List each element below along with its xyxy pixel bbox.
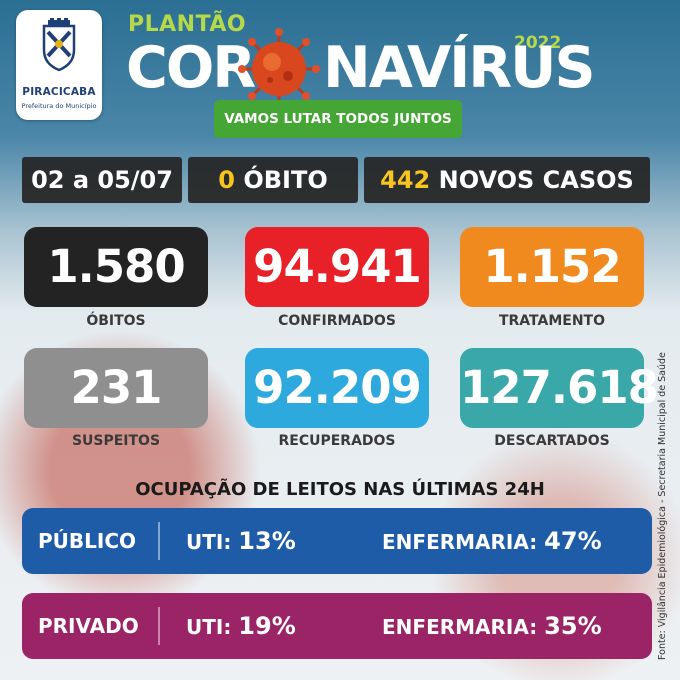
stat-box-recuperados: 92.209	[245, 348, 429, 428]
occupancy-row-label: PRIVADO	[38, 614, 139, 638]
occupancy-row-label: PÚBLICO	[38, 529, 137, 553]
occupancy-title: OCUPAÇÃO DE LEITOS NAS ÚLTIMAS 24H	[135, 479, 545, 500]
header-title-left: COR	[126, 35, 256, 101]
header-year: 2022	[514, 33, 562, 53]
stat-box-descartados: 127.618	[460, 348, 659, 428]
divider	[158, 522, 160, 560]
deaths-strip: 0 ÓBITO	[188, 157, 358, 203]
new-cases-value: 442	[380, 166, 431, 194]
uti-value: 19%	[238, 612, 296, 640]
new-cases-label: NOVOS CASOS	[438, 166, 634, 194]
stat-box-confirmados: 94.941	[245, 227, 429, 307]
uti-label: UTI:	[186, 615, 232, 639]
stat-label-obitos: ÓBITOS	[86, 313, 146, 329]
stat-label-confirmados: CONFIRMADOS	[278, 313, 396, 329]
stat-label-suspeitos: SUSPEITOS	[71, 433, 161, 449]
new-cases-strip: 442 NOVOS CASOS	[364, 157, 650, 203]
deaths-value: 0	[218, 166, 235, 194]
enfermaria-label: ENFERMARIA:	[382, 615, 538, 639]
slogan-banner: VAMOS LUTAR TODOS JUNTOS	[214, 100, 462, 138]
stat-box-suspeitos: 231	[24, 348, 208, 428]
virus-icon	[238, 28, 320, 110]
enfermaria-value: 35%	[544, 612, 602, 640]
logo-subtitle: Prefeitura do Município	[21, 102, 97, 110]
period-text: 02 a 05/07	[31, 166, 173, 194]
uti-value: 13%	[238, 527, 296, 555]
period-strip: 02 a 05/07	[22, 157, 182, 203]
stat-label-descartados: DESCARTADOS	[494, 433, 610, 449]
stat-box-tratamento: 1.152	[460, 227, 644, 307]
header-title-right: NAVÍRUS	[323, 35, 595, 101]
header-kicker: PLANTÃO	[128, 12, 247, 37]
stat-box-obitos: 1.580	[24, 227, 208, 307]
uti-label: UTI:	[186, 530, 232, 554]
occupancy-row-publico: PÚBLICO UTI: 13% ENFERMARIA: 47%	[22, 508, 652, 574]
prefeitura-logo: PIRACICABA Prefeitura do Município	[16, 10, 102, 120]
deaths-label: ÓBITO	[243, 166, 328, 194]
occupancy-row-privado: PRIVADO UTI: 19% ENFERMARIA: 35%	[22, 593, 652, 659]
enfermaria-value: 47%	[544, 527, 602, 555]
logo-city: PIRACICABA	[22, 86, 96, 98]
stat-label-tratamento: TRATAMENTO	[498, 313, 606, 329]
coat-of-arms-icon	[42, 18, 76, 72]
enfermaria-label: ENFERMARIA:	[382, 530, 538, 554]
divider	[158, 607, 160, 645]
stat-label-recuperados: RECUPERADOS	[278, 433, 396, 449]
source-text: Fonte: Vigilância Epidemiológica - Secre…	[657, 352, 668, 660]
